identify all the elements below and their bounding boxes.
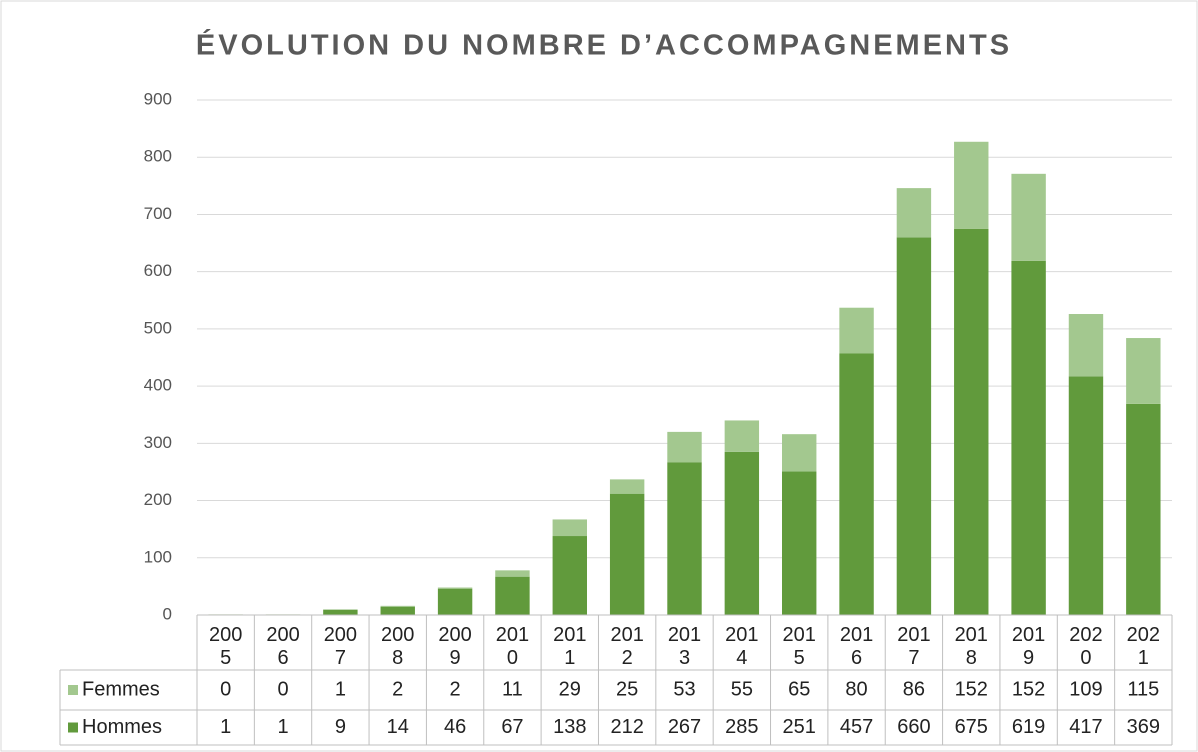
bar-segment bbox=[896, 237, 932, 616]
x-tick-label: 201 0 bbox=[496, 624, 529, 669]
x-tick-label: 201 3 bbox=[668, 624, 701, 669]
x-tick-label: 201 8 bbox=[955, 624, 988, 669]
bar-segment bbox=[380, 605, 415, 607]
data-label: 80 bbox=[845, 678, 867, 700]
legend-label: Femmes bbox=[82, 678, 160, 700]
bar-segment bbox=[1068, 314, 1104, 377]
data-label: 675 bbox=[955, 716, 988, 738]
bar-segment bbox=[323, 609, 358, 615]
x-tick-label: 200 5 bbox=[209, 624, 242, 669]
x-tick-label: 201 4 bbox=[725, 624, 758, 669]
data-label: 2 bbox=[392, 678, 403, 700]
data-label: 2 bbox=[450, 678, 461, 700]
x-tick-label: 201 6 bbox=[840, 624, 873, 669]
data-label: 660 bbox=[897, 716, 930, 738]
data-label: 619 bbox=[1012, 716, 1045, 738]
bar-segment bbox=[1068, 376, 1104, 615]
data-label: 417 bbox=[1069, 716, 1102, 738]
data-label: 25 bbox=[616, 678, 638, 700]
bar-segment bbox=[437, 587, 473, 589]
x-tick-label: 200 6 bbox=[266, 624, 299, 669]
data-label: 53 bbox=[673, 678, 695, 700]
y-tick-label: 400 bbox=[144, 376, 172, 395]
y-tick-label: 800 bbox=[144, 147, 172, 166]
data-label: 109 bbox=[1069, 678, 1102, 700]
bar-segment bbox=[839, 353, 874, 615]
bar-segment bbox=[1011, 260, 1046, 615]
legend-label: Hommes bbox=[82, 716, 162, 738]
y-tick-label: 0 bbox=[163, 604, 172, 623]
bar-segment bbox=[380, 606, 415, 615]
data-label: 369 bbox=[1127, 716, 1160, 738]
bar-segment bbox=[782, 471, 817, 615]
legend-swatch bbox=[68, 722, 78, 733]
bar-segment bbox=[437, 588, 473, 615]
y-tick-label: 900 bbox=[144, 89, 172, 108]
y-tick-label: 200 bbox=[144, 490, 172, 509]
data-label: 212 bbox=[610, 716, 643, 738]
legend-swatch bbox=[68, 685, 78, 695]
bar-segment bbox=[724, 420, 760, 452]
x-tick-label: 201 2 bbox=[610, 624, 643, 669]
x-tick-label: 202 1 bbox=[1127, 624, 1160, 669]
bar-segment bbox=[552, 519, 587, 537]
data-label: 267 bbox=[668, 716, 701, 738]
y-tick-label: 700 bbox=[144, 204, 172, 223]
x-tick-label: 201 5 bbox=[783, 624, 816, 669]
bar-segment bbox=[954, 141, 989, 229]
data-label: 65 bbox=[788, 678, 810, 700]
data-label: 14 bbox=[387, 716, 409, 738]
bar-segment bbox=[667, 462, 702, 615]
bar-segment bbox=[552, 536, 587, 615]
data-label: 11 bbox=[502, 678, 523, 700]
x-tick-label: 200 9 bbox=[438, 624, 471, 669]
x-tick-label: 202 0 bbox=[1069, 624, 1102, 669]
data-label: 1 bbox=[220, 716, 231, 738]
x-tick-label: 201 9 bbox=[1012, 624, 1045, 669]
bar-segment bbox=[495, 570, 530, 577]
data-label: 0 bbox=[220, 678, 231, 700]
chart-title: ÉVOLUTION DU NOMBRE D’ACCOMPAGNEMENTS bbox=[196, 28, 1012, 62]
data-label: 86 bbox=[903, 678, 925, 700]
data-label: 115 bbox=[1127, 678, 1159, 700]
bar-segment bbox=[954, 228, 989, 615]
data-label: 55 bbox=[731, 678, 753, 700]
bar-segment bbox=[839, 307, 874, 354]
data-label: 251 bbox=[783, 716, 816, 738]
data-label: 0 bbox=[277, 678, 288, 700]
x-tick-label: 200 8 bbox=[381, 624, 414, 669]
x-tick-label: 201 7 bbox=[897, 624, 930, 669]
data-label: 1 bbox=[277, 716, 288, 738]
y-tick-label: 100 bbox=[144, 547, 172, 566]
bar-segment bbox=[782, 434, 817, 472]
data-label: 67 bbox=[501, 716, 523, 738]
bar-segment bbox=[667, 431, 702, 463]
data-label: 1 bbox=[335, 678, 346, 700]
x-tick-label: 200 7 bbox=[324, 624, 357, 669]
data-label: 9 bbox=[335, 716, 346, 738]
x-tick-label: 201 1 bbox=[553, 624, 586, 669]
y-tick-label: 600 bbox=[144, 261, 172, 280]
data-label: 457 bbox=[840, 716, 873, 738]
y-tick-label: 300 bbox=[144, 433, 172, 452]
bar-segment bbox=[1126, 338, 1161, 404]
bar-segment bbox=[609, 479, 645, 494]
bar-segment bbox=[609, 493, 645, 615]
data-label: 152 bbox=[955, 678, 988, 700]
data-label: 46 bbox=[444, 716, 466, 738]
bar-segment bbox=[495, 576, 530, 615]
bar-segment bbox=[323, 609, 358, 610]
data-label: 152 bbox=[1012, 678, 1045, 700]
bar-segment bbox=[1126, 403, 1161, 615]
data-label: 138 bbox=[553, 716, 586, 738]
data-label: 285 bbox=[725, 716, 758, 738]
bar-segment bbox=[724, 451, 760, 615]
bar-segment bbox=[1011, 173, 1046, 261]
bar-segment bbox=[896, 188, 932, 238]
y-tick-label: 500 bbox=[144, 318, 172, 337]
data-label: 29 bbox=[559, 678, 581, 700]
